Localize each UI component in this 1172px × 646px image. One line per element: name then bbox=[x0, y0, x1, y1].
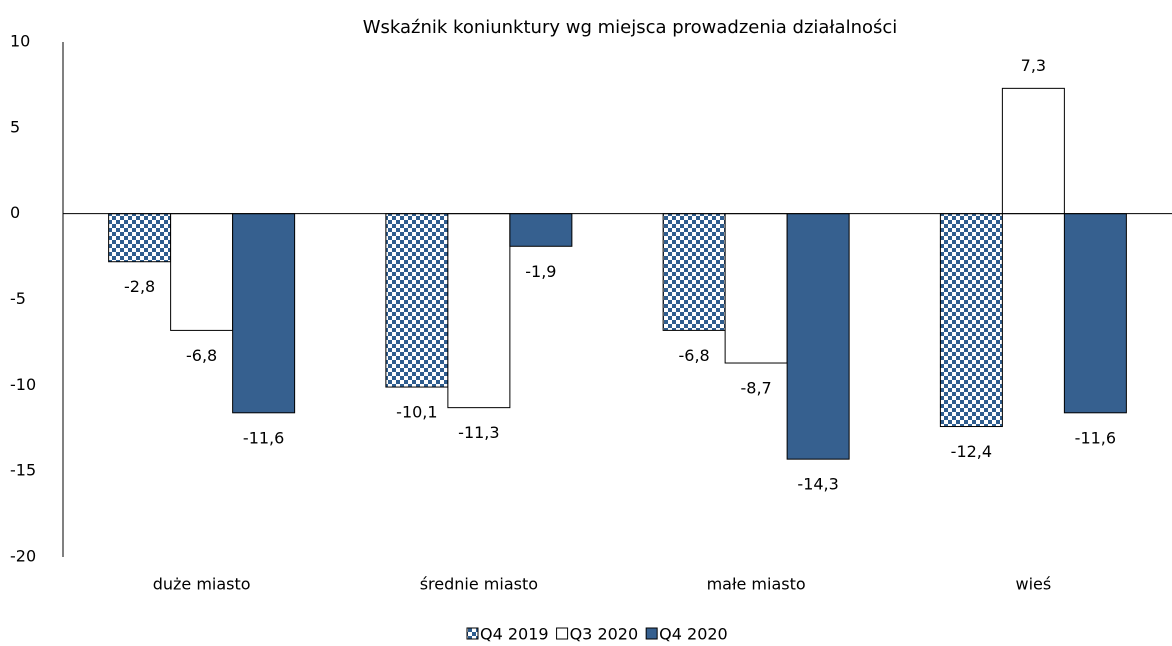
x-tick-label: małe miasto bbox=[707, 575, 806, 594]
y-tick-label: -15 bbox=[10, 461, 36, 480]
x-tick-label: wieś bbox=[1016, 575, 1052, 594]
y-tick-label: 10 bbox=[10, 32, 30, 51]
y-tick-label: 5 bbox=[10, 117, 20, 136]
bar bbox=[786, 213, 850, 460]
value-label: -2,8 bbox=[124, 277, 155, 296]
bar bbox=[447, 213, 511, 409]
legend-label: Q3 2020 bbox=[570, 625, 639, 644]
value-label: -11,6 bbox=[243, 428, 284, 447]
value-label: -12,4 bbox=[951, 442, 992, 461]
y-tick-label: -5 bbox=[10, 289, 26, 308]
bar bbox=[939, 213, 1003, 428]
y-tick-label: -20 bbox=[10, 547, 36, 566]
bar bbox=[1063, 213, 1127, 414]
x-tick-label: duże miasto bbox=[153, 575, 251, 594]
bar bbox=[724, 213, 788, 364]
legend-label: Q4 2019 bbox=[480, 625, 549, 644]
legend-label: Q4 2020 bbox=[659, 625, 728, 644]
value-label: -10,1 bbox=[396, 403, 437, 422]
legend-marker bbox=[645, 627, 658, 640]
bar bbox=[1001, 87, 1065, 215]
value-label: -11,3 bbox=[458, 423, 499, 442]
value-label: -6,8 bbox=[679, 346, 710, 365]
value-label: -6,8 bbox=[186, 346, 217, 365]
value-label: -1,9 bbox=[525, 262, 556, 281]
bar bbox=[509, 213, 573, 247]
bar bbox=[385, 213, 449, 388]
x-tick-label: średnie miasto bbox=[420, 575, 538, 594]
value-label: -14,3 bbox=[797, 475, 838, 494]
bar bbox=[170, 213, 234, 331]
bar bbox=[232, 213, 296, 414]
bar bbox=[662, 213, 726, 331]
bar bbox=[108, 213, 172, 263]
y-tick-label: -10 bbox=[10, 375, 36, 394]
value-label: -11,6 bbox=[1075, 428, 1116, 447]
legend-marker bbox=[556, 627, 569, 640]
value-label: 7,3 bbox=[1021, 56, 1046, 75]
chart-title: Wskaźnik koniunktury wg miejsca prowadze… bbox=[363, 17, 898, 38]
value-label: -8,7 bbox=[741, 379, 772, 398]
y-tick-label: 0 bbox=[10, 203, 20, 222]
legend-marker bbox=[466, 627, 479, 640]
